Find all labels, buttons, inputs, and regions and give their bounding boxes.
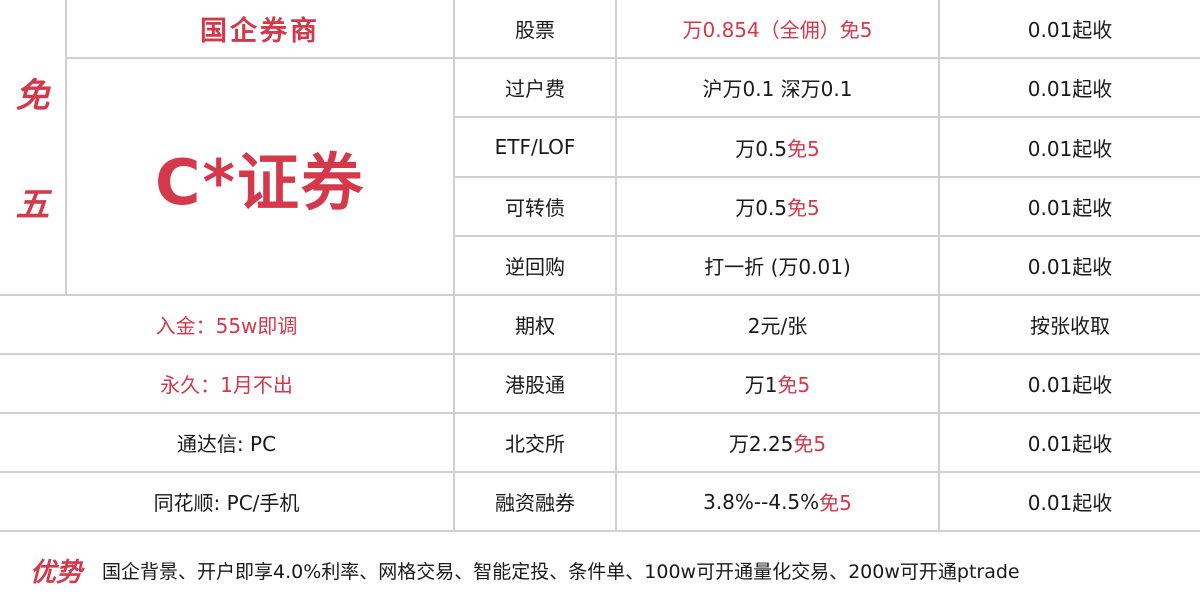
fee-item: 股票 [455,0,617,59]
fee-minimum: 0.01起收 [940,178,1200,237]
fee-item: 融资融券 [455,473,617,532]
side-label-char: 五 [15,185,50,225]
fee-minimum: 0.01起收 [940,355,1200,414]
fee-minimum: 0.01起收 [940,414,1200,473]
fee-rate-text: 打一折 (万0.01) [704,255,851,279]
fee-rate-text: 万1 [744,373,778,397]
fee-rate: 万0.5 免5 [617,178,940,237]
fee-rate-text: 沪万0.1 深万0.1 [702,77,853,101]
fee-rate: 打一折 (万0.01) [617,237,940,296]
fee-rate-extra: 免5 [793,432,827,456]
fee-item: 可转债 [455,178,617,237]
fee-rate-text: 万0.5 [735,136,788,161]
fee-rate-extra: 免5 [819,491,852,515]
fee-rate-text: 3.8%--4.5% [703,489,820,514]
fee-rate: 2元/张 [617,296,940,355]
fee-item: 港股通 [455,355,617,414]
fee-rate: 万0.5 免5 [617,118,940,178]
advantages-text: 国企背景、开户即享4.0%利率、网格交易、智能定投、条件单、100w可开通量化交… [102,560,1020,583]
fee-rate: 万0.854（全佣）免5 [617,0,940,59]
fee-rate-extra: 免5 [787,196,820,220]
fee-rate-extra: 免5 [787,136,820,161]
broker-type: 国企券商 [67,0,455,59]
side-label: 免 五 [0,0,67,296]
fee-item: 过户费 [455,59,617,118]
broker-name: C*证券 [67,59,455,296]
feature-row: 通达信: PC [0,414,455,473]
feature-row: 永久：1月不出 [0,355,455,414]
fee-item: 北交所 [455,414,617,473]
feature-row: 入金：55w即调 [0,296,455,355]
fee-rate-extra: 免5 [777,373,811,397]
fee-rate-text: 万0.5 [735,196,788,220]
fee-rate: 3.8%--4.5% 免5 [617,473,940,532]
fee-rate-text: 万2.25 [728,432,794,456]
advantages-label: 优势 [30,557,83,588]
advantages-row: 优势 国企背景、开户即享4.0%利率、网格交易、智能定投、条件单、100w可开通… [0,532,1200,608]
fee-minimum: 0.01起收 [940,59,1200,118]
fee-item: 期权 [455,296,617,355]
fee-rate-text: 2元/张 [747,314,808,338]
fee-rate: 万2.25 免5 [617,414,940,473]
fee-rate: 万1 免5 [617,355,940,414]
fee-item: ETF/LOF [455,118,617,178]
fee-minimum: 0.01起收 [940,0,1200,59]
fee-minimum: 0.01起收 [940,118,1200,178]
fee-rate: 沪万0.1 深万0.1 [617,59,940,118]
fee-rate-text: 万0.854（全佣）免5 [682,18,873,42]
feature-row: 同花顺: PC/手机 [0,473,455,532]
fee-item: 逆回购 [455,237,617,296]
side-label-char: 免 [15,76,50,116]
fee-minimum: 0.01起收 [940,237,1200,296]
fee-minimum: 按张收取 [940,296,1200,355]
fee-minimum: 0.01起收 [940,473,1200,532]
